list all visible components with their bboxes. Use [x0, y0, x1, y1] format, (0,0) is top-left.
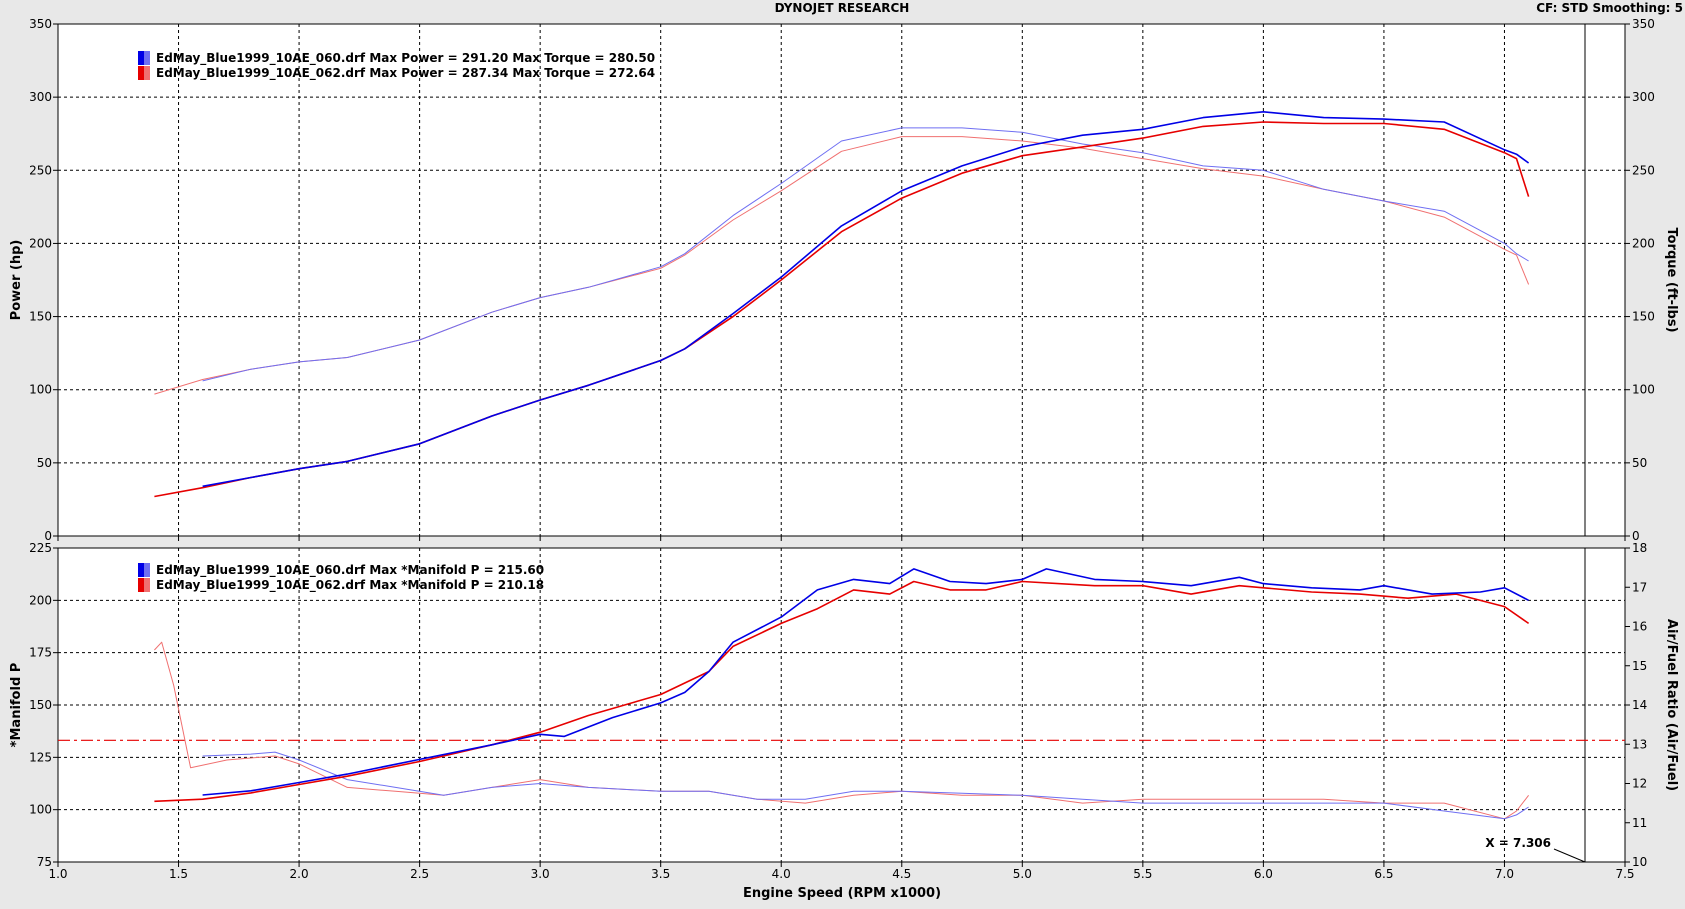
legend-swatch-run1-light	[144, 563, 150, 577]
y-tick-label: 250	[29, 163, 52, 177]
y-tick-label: 150	[29, 310, 52, 324]
y-tick-label: 75	[37, 855, 52, 869]
x-tick-label: 2.5	[410, 867, 429, 881]
x-tick-label: 7.5	[1615, 867, 1634, 881]
manifold-y-ticks: 75 100 125 150 175 200 225	[29, 541, 1626, 869]
legend-swatch-run1-blue	[138, 51, 144, 65]
y2-tick-label: 250	[1632, 163, 1655, 177]
y-tick-label: 125	[29, 750, 52, 764]
x-tick-label: 7.0	[1495, 867, 1514, 881]
legend-swatch-run2-red	[138, 578, 144, 592]
series-line-manifold-run2	[154, 580, 1530, 803]
x-axis-label: Engine Speed (RPM x1000)	[743, 886, 941, 901]
x-tick-label: 6.0	[1254, 867, 1273, 881]
legend-entry-run1: EdMay_Blue1999_10AE_060.drf Max Power = …	[156, 51, 655, 66]
y-tick-label: 175	[29, 646, 52, 660]
legend-swatch-run2-light	[144, 578, 150, 592]
series-line-torque-run1	[202, 127, 1529, 382]
legend-entry-run2: EdMay_Blue1999_10AE_062.drf Max *Manifol…	[156, 578, 544, 593]
x-tick-label: 5.5	[1133, 867, 1152, 881]
y2-tick-label: 350	[1632, 17, 1655, 31]
y2-tick-label: 15	[1632, 659, 1647, 673]
y-tick-label: 300	[29, 90, 52, 104]
manifold-grid	[58, 548, 1625, 862]
y-tick-label: 0	[44, 529, 52, 543]
y2-tick-label: 11	[1632, 816, 1647, 830]
manifold-legend: EdMay_Blue1999_10AE_060.drf Max *Manifol…	[138, 563, 544, 593]
torque-y-ticks: 0 50 100 150 200 250 300 350	[1625, 17, 1655, 543]
x-tick-label: 1.0	[48, 867, 67, 881]
x-tick-label: 6.5	[1374, 867, 1393, 881]
y2-tick-label: 10	[1632, 855, 1647, 869]
chart-header-title: DYNOJET RESEARCH	[775, 1, 910, 15]
manifold-axis-label: *Manifold P	[9, 663, 24, 748]
y2-tick-label: 17	[1632, 580, 1647, 594]
cursor-readout: X = 7.306	[1485, 836, 1551, 850]
y2-tick-label: 100	[1632, 383, 1655, 397]
y-tick-label: 350	[29, 17, 52, 31]
y2-tick-label: 300	[1632, 90, 1655, 104]
y2-tick-label: 18	[1632, 541, 1647, 555]
y-tick-label: 100	[29, 803, 52, 817]
y2-tick-label: 150	[1632, 310, 1655, 324]
x-tick-label: 4.5	[892, 867, 911, 881]
y2-tick-label: 16	[1632, 620, 1647, 634]
legend-swatch-run2-light	[144, 66, 150, 80]
y2-tick-label: 50	[1632, 456, 1647, 470]
power-y-ticks: 0 50 100 150 200 250 300 350	[29, 17, 1626, 543]
x-tick-label: 5.0	[1013, 867, 1032, 881]
y-tick-label: 200	[29, 236, 52, 250]
y-tick-label: 50	[37, 456, 52, 470]
y2-tick-label: 0	[1632, 529, 1640, 543]
afr-axis-label: Air/Fuel Ratio (Air/Fuel)	[1664, 619, 1679, 791]
power-grid	[58, 24, 1625, 536]
y-tick-label: 150	[29, 698, 52, 712]
power-torque-panel: 0 50 100 150 200 250 300 350 0 50 100 150 200 250 300…	[9, 17, 1679, 543]
x-tick-label: 4.0	[772, 867, 791, 881]
y2-tick-label: 200	[1632, 236, 1655, 250]
power-plot-area	[57, 23, 1626, 537]
power-torque-series	[154, 111, 1530, 498]
legend-swatch-run1-blue	[138, 563, 144, 577]
x-tick-label: 1.5	[169, 867, 188, 881]
y-tick-label: 225	[29, 541, 52, 555]
legend-swatch-run2-red	[138, 66, 144, 80]
series-line-afr-run1	[202, 751, 1529, 820]
y2-tick-label: 12	[1632, 777, 1647, 791]
x-tick-label: 3.0	[531, 867, 550, 881]
legend-swatch-run1-light	[144, 51, 150, 65]
power-legend: EdMay_Blue1999_10AE_060.drf Max Power = …	[138, 51, 655, 81]
y2-tick-label: 13	[1632, 737, 1647, 751]
y-tick-label: 200	[29, 593, 52, 607]
power-axis-label: Power (hp)	[9, 240, 24, 321]
x-tick-label: 3.5	[651, 867, 670, 881]
y-tick-label: 100	[29, 383, 52, 397]
chart-header-info: CF: STD Smoothing: 5	[1536, 1, 1683, 15]
y2-tick-label: 14	[1632, 698, 1647, 712]
legend-entry-run2: EdMay_Blue1999_10AE_062.drf Max Power = …	[156, 66, 655, 81]
afr-y-ticks: 10 11 12 13 14 15 16 17 18	[1625, 541, 1647, 869]
series-line-power-run1	[202, 111, 1530, 488]
manifold-plot-area	[57, 547, 1626, 863]
torque-axis-label: Torque (ft-lbs)	[1664, 227, 1679, 332]
manifold-afr-series	[154, 568, 1530, 820]
x-tick-label: 2.0	[290, 867, 309, 881]
cursor-pointer-line	[1553, 848, 1586, 863]
x-ticks: 1.0 1.5 2.0 2.5 3.0 3.5 4.0 4.5 5.0 5.5 6.0 6.5 7.0 7…	[48, 867, 1634, 881]
legend-entry-run1: EdMay_Blue1999_10AE_060.drf Max *Manifol…	[156, 563, 544, 578]
series-line-manifold-run1	[202, 568, 1529, 796]
